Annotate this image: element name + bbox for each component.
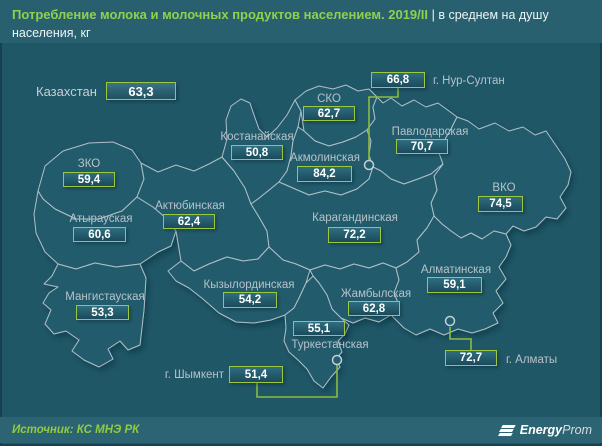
atyrau-label: Атырауская bbox=[69, 213, 133, 225]
almaty-region-value-box: 59,1 bbox=[427, 277, 482, 293]
almaty-city-label: г. Алматы bbox=[506, 354, 558, 366]
aktobe-value-box: 62,4 bbox=[163, 214, 215, 229]
footer-bar: Источник: КС МНЭ РК EnergyProm bbox=[0, 417, 602, 443]
turkestan-value-box: 55,1 bbox=[293, 321, 345, 336]
source-note: Источник: КС МНЭ РК bbox=[12, 424, 140, 436]
turkestan-label: Туркестанская bbox=[291, 339, 369, 351]
almaty-city-value-box: 72,7 bbox=[445, 350, 497, 366]
kyzylorda-value-box: 54,2 bbox=[223, 292, 277, 308]
page-title: Потребление молока и молочных продуктов … bbox=[12, 7, 428, 22]
shymkent-value-box: 51,4 bbox=[229, 366, 283, 383]
city-marker-nur-sultan bbox=[363, 159, 375, 171]
mangystau-value-box: 53,3 bbox=[76, 305, 129, 320]
zko-value-box: 59,4 bbox=[63, 172, 115, 187]
kyzylorda-label: Кызылординская bbox=[203, 279, 295, 291]
akmola-value-box: 84,2 bbox=[297, 166, 352, 182]
energyprom-logo-text: EnergyProm bbox=[519, 423, 592, 437]
pavlodar-value-box: 70,7 bbox=[396, 139, 448, 154]
zhambyl-label: Жамбылская bbox=[340, 288, 412, 300]
karaganda-label: Карагандинская bbox=[312, 212, 398, 224]
almaty-region-label: Алматинская bbox=[420, 264, 492, 276]
aktobe-label: Актюбинская bbox=[155, 200, 225, 212]
vko-label: ВКО bbox=[492, 182, 516, 194]
city-marker-almaty bbox=[444, 315, 456, 327]
shymkent-label: г. Шымкент bbox=[164, 369, 224, 381]
page-subtitle: | в среднем на душу населения, кг bbox=[12, 8, 549, 40]
kazakhstan-value-box: 63,3 bbox=[106, 82, 176, 100]
karaganda-value-box: 72,2 bbox=[328, 227, 381, 243]
energyprom-stripes-icon bbox=[497, 424, 516, 436]
nur-sultan-value-box: 66,8 bbox=[371, 72, 425, 88]
callout-line-nur-sultan bbox=[368, 88, 399, 160]
pavlodar-label: Павлодарская bbox=[391, 126, 469, 138]
energyprom-logo: EnergyProm bbox=[497, 423, 592, 437]
vko-value-box: 74,5 bbox=[478, 196, 523, 212]
kazakhstan-label: Казахстан bbox=[36, 84, 97, 99]
sko-value-box: 62,7 bbox=[303, 106, 355, 121]
callout-line-almaty-city bbox=[449, 327, 472, 350]
nur-sultan-label: г. Нур-Султан bbox=[433, 75, 505, 87]
kostanay-label: Костанайская bbox=[220, 131, 294, 143]
title-bar: Потребление молока и молочных продуктов … bbox=[0, 0, 602, 43]
atyrau-value-box: 60,6 bbox=[73, 227, 126, 242]
kostanay-value-box: 50,8 bbox=[231, 145, 283, 160]
zhambyl-value-box: 62,8 bbox=[348, 301, 400, 316]
akmola-label: Акмолинская bbox=[290, 152, 360, 164]
zko-label: ЗКО bbox=[77, 158, 101, 170]
mangystau-label: Мангистауская bbox=[65, 291, 145, 303]
city-marker-shymkent bbox=[331, 354, 343, 366]
sko-label: СКО bbox=[317, 93, 341, 105]
